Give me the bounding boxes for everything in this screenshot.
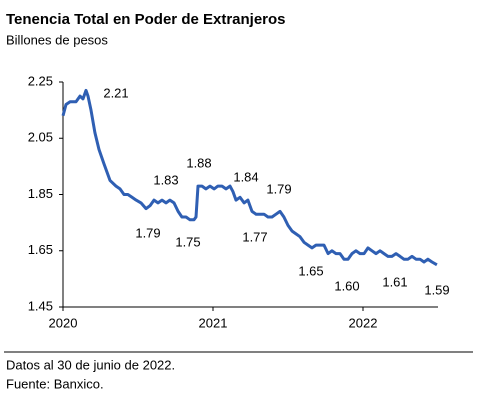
annotation: 2.21 [103, 85, 128, 100]
annotation: 1.84 [233, 169, 258, 184]
annotation: 1.79 [135, 225, 160, 240]
annotation: 1.79 [266, 181, 291, 196]
annotation: 1.61 [382, 274, 407, 289]
annotation: 1.83 [153, 172, 178, 187]
x-tick-label: 2022 [349, 315, 378, 330]
data-line [61, 88, 438, 267]
y-tick-label: 2.05 [28, 130, 53, 145]
y-tick-label: 2.25 [28, 73, 53, 88]
annotation: 1.88 [186, 155, 211, 170]
note: Fuente: Banxico. [6, 376, 104, 391]
annotation: 1.75 [175, 234, 200, 249]
annotation: 1.77 [242, 229, 267, 244]
annotation: 1.60 [334, 278, 359, 293]
x-tick-label: 2020 [49, 315, 78, 330]
chart-subtitle: Billones de pesos [6, 32, 108, 47]
chart-title: Tenencia Total en Poder de Extranjeros [6, 11, 286, 28]
note: Datos al 30 de junio de 2022. [6, 357, 175, 372]
y-tick-label: 1.85 [28, 186, 53, 201]
annotation: 1.65 [298, 263, 323, 278]
annotation: 1.59 [424, 282, 449, 297]
x-tick-label: 2021 [199, 315, 228, 330]
y-tick-label: 1.65 [28, 242, 53, 257]
y-tick-label: 1.45 [28, 298, 53, 313]
